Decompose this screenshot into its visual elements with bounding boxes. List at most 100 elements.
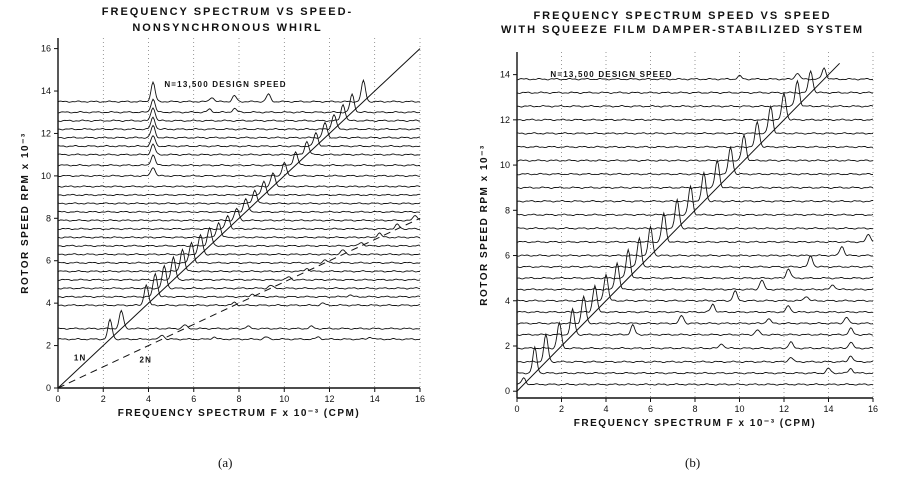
chart-a-spectrum-trace: [57, 161, 421, 178]
chart-a: 0 2 4 6 8 10 12 14 16 0 2 4 6 8 10 12 14 16 FREQUENCY SPEC…: [20, 38, 425, 419]
chart-b-spectrum-trace: [516, 332, 874, 364]
chart-a-x-tick-label: 10: [279, 394, 289, 404]
chart-b-spectrum-trace: [516, 79, 874, 108]
chart-b-spectrum-trace: [516, 247, 874, 280]
chart-a-x-tick-label: 8: [236, 394, 241, 404]
chart-b-x-tick-label: 16: [868, 404, 878, 414]
chart-b-ref-line-1n: [516, 62, 840, 392]
chart-a-y-tick-label: 4: [46, 298, 51, 308]
chart-a-annotation: 2N: [139, 356, 152, 365]
chart-a-x-tick-label: 0: [55, 394, 60, 404]
chart-a-spectrum-trace: [57, 264, 421, 290]
chart-b-spectrum-trace: [517, 294, 874, 325]
chart-a-x-tick-label: 12: [324, 394, 334, 404]
chart-a-y-tick-label: 2: [46, 341, 51, 351]
chart-a-spectrum-trace: [57, 197, 421, 214]
chart-b-x-tick-label: 4: [603, 404, 608, 414]
chart-b-x-tick-label: 0: [514, 404, 519, 414]
chart-b-spectrum-trace: [516, 307, 874, 336]
chart-a-spectrum-trace: [57, 103, 421, 122]
chart-b-spectrum-trace: [516, 120, 874, 149]
chart-b-y-tick-label: 12: [500, 115, 510, 125]
chart-a-y-tick-label: 8: [46, 213, 51, 223]
chart-b-spectrum-trace: [516, 236, 874, 269]
chart-a-spectrum-trace: [57, 140, 421, 156]
chart-b-x-tick-label: 14: [823, 404, 833, 414]
chart-a-y-tick-label: 14: [41, 86, 51, 96]
chart-b-spectrum-trace: [516, 133, 874, 162]
caption-a: (a): [218, 455, 233, 470]
chart-b-spectrum-trace: [516, 170, 873, 203]
chart-b-y-tick-label: 10: [500, 160, 510, 170]
chart-b-y-tick-label: 14: [500, 70, 510, 80]
chart-a-y-tick-label: 10: [41, 171, 51, 181]
chart-a-spectrum-trace: [57, 214, 421, 231]
chart-a-spectrum-trace: [58, 241, 421, 265]
chart-a-spectrum-trace: [57, 283, 421, 307]
chart-a-spectrum-trace: [57, 92, 421, 114]
chart-b-y-tick-label: 0: [505, 386, 510, 396]
chart-b-spectrum-trace: [516, 197, 873, 230]
chart-a-annotation: 1N: [74, 353, 87, 362]
chart-b-spectrum-trace: [516, 67, 874, 81]
chart-a-spectrum-trace: [57, 121, 421, 139]
chart-b-y-tick-label: 8: [505, 205, 510, 215]
chart-b-spectrum-trace: [516, 377, 874, 386]
chart-a-ref-line-1n: [57, 48, 421, 389]
chart-a-spectrum-trace: [57, 131, 421, 148]
chart-a-spectrum-trace: [57, 113, 421, 131]
chart-a-spectrum-trace: [57, 78, 421, 103]
chart-b-spectrum-trace: [516, 261, 874, 291]
chart-b-spectrum-trace: [516, 224, 874, 257]
chart-b-title: FREQUENCY SPECTRUM SPEED VS SPEED: [533, 10, 832, 22]
chart-a-spectrum-trace: [57, 172, 421, 188]
chart-b-x-tick-label: 10: [734, 404, 744, 414]
chart-a-spectrum-trace: [58, 255, 421, 282]
chart-a-subtitle: NONSYNCHRONOUS WHIRL: [132, 22, 323, 34]
chart-a-ref-line-2n: [57, 217, 421, 389]
chart-a-spectrum-trace: [57, 272, 421, 298]
chart-b-spectrum-trace: [516, 158, 874, 189]
chart-a-spectrum-trace: [57, 248, 421, 273]
chart-b-spectrum-trace: [516, 184, 874, 217]
chart-a-spectrum-trace: [57, 318, 421, 341]
chart-a-spectrum-trace: [57, 189, 421, 205]
caption-b: (b): [685, 455, 701, 470]
chart-a-x-tick-label: 6: [191, 394, 196, 404]
chart-b-x-tick-label: 2: [559, 404, 564, 414]
chart-b-annotation: N=13,500 DESIGN SPEED: [550, 70, 672, 79]
chart-a-y-tick-label: 16: [41, 44, 51, 54]
chart-b-spectrum-trace: [516, 272, 874, 302]
chart-b-x-tick-label: 8: [692, 404, 697, 414]
chart-b-x-axis-label: FREQUENCY SPECTRUM F x 10⁻³ (CPM): [574, 418, 816, 429]
chart-a-spectrum-trace: [57, 207, 421, 222]
chart-b-spectrum-trace: [516, 321, 874, 350]
chart-b: 0 2 4 6 8 10 12 14 16 0 2 4 6 8 10 12 14 FREQUENCY SPECTR…: [479, 52, 878, 429]
chart-b-spectrum-trace: [516, 104, 874, 135]
chart-b-spectrum-trace: [516, 345, 874, 375]
chart-b-plot: 0 2 4 6 8 10 12 14 16 0 2 4 6 8 10 12 14 FREQUENCY SPECTR…: [479, 52, 878, 429]
chart-a-annotation: N=13,500 DESIGN SPEED: [164, 80, 286, 89]
chart-a-spectrum-trace: [57, 151, 421, 167]
figure-a: FREQUENCY SPECTRUM VS SPEED- NONSYNCHRON…: [20, 6, 425, 470]
chart-b-x-tick-label: 6: [648, 404, 653, 414]
chart-b-y-axis-label: ROTOR SPEED RPM x 10⁻³: [479, 144, 490, 305]
chart-a-spectrum-trace: [57, 221, 421, 239]
chart-b-x-tick-label: 12: [779, 404, 789, 414]
chart-b-y-tick-label: 4: [505, 296, 510, 306]
chart-a-plot: 0 2 4 6 8 10 12 14 16 0 2 4 6 8 10 12 14 16 FREQUENCY SPEC…: [20, 38, 425, 419]
chart-b-subtitle: WITH SQUEEZE FILM DAMPER-STABILIZED SYST…: [500, 24, 865, 36]
chart-b-spectrum-trace: [516, 284, 874, 314]
chart-a-spectrum-trace: [57, 309, 421, 330]
chart-a-y-tick-label: 6: [46, 256, 51, 266]
chart-a-y-axis-label: ROTOR SPEED RPM x 10⁻³: [20, 132, 31, 293]
chart-b-y-tick-label: 6: [505, 251, 510, 261]
chart-b-y-tick-label: 2: [505, 341, 510, 351]
chart-a-x-tick-label: 4: [146, 394, 151, 404]
chart-a-spectrum-trace: [57, 226, 421, 248]
chart-a-y-tick-label: 12: [41, 128, 51, 138]
chart-b-spectrum-trace: [516, 211, 874, 244]
chart-a-spectrum-trace: [57, 180, 420, 197]
chart-a-x-axis-label: FREQUENCY SPECTRUM F x 10⁻³ (CPM): [118, 408, 360, 419]
chart-a-x-tick-label: 16: [415, 394, 425, 404]
